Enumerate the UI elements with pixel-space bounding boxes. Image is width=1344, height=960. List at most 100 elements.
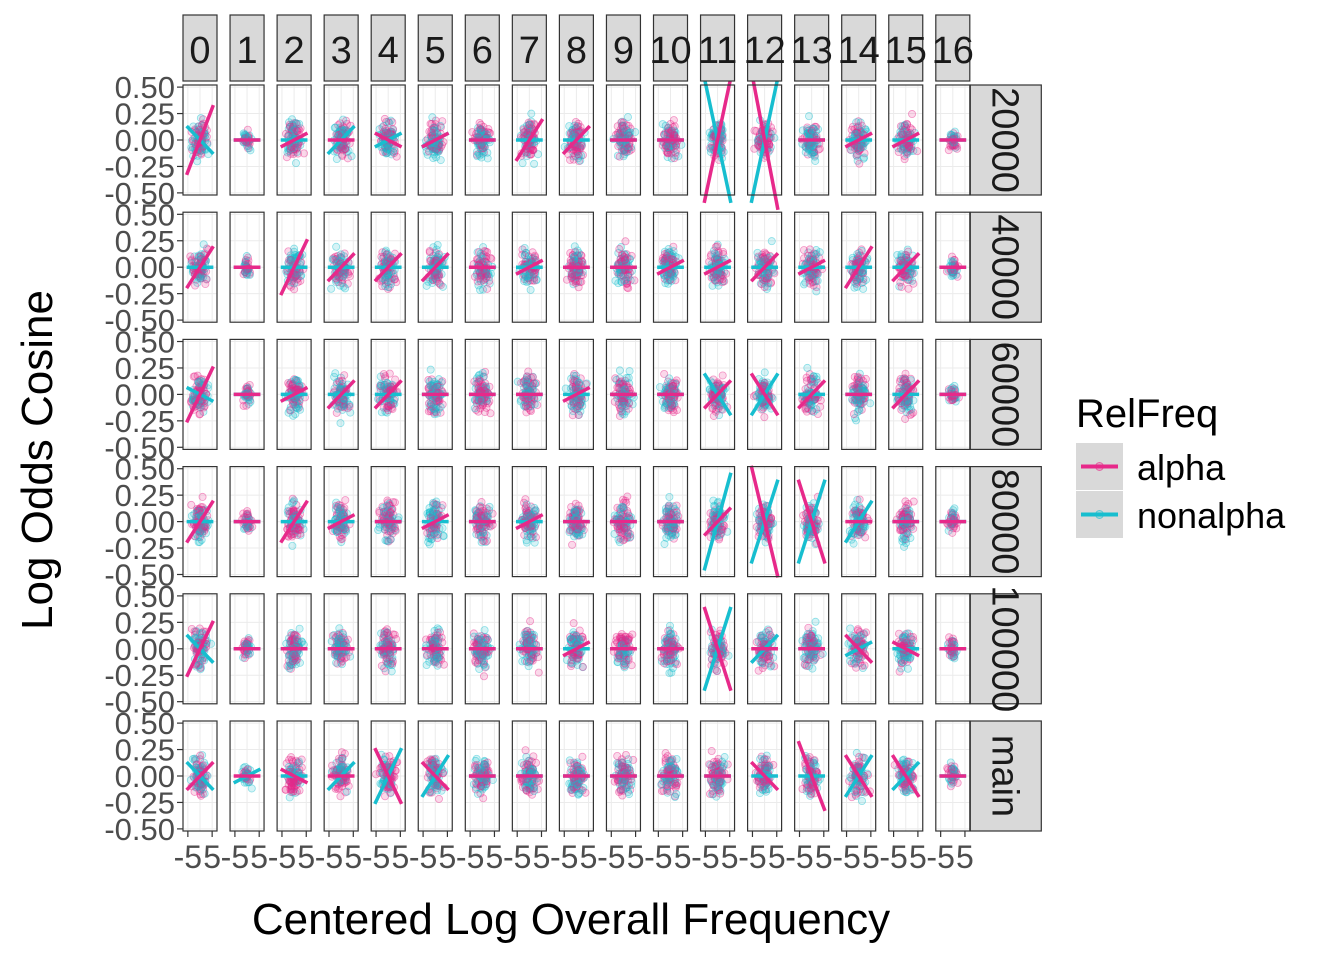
point-nonalpha [807, 400, 816, 409]
facet-panel [229, 211, 265, 323]
point-alpha [286, 256, 295, 265]
point-nonalpha [615, 366, 624, 375]
point-nonalpha [767, 237, 776, 246]
facet-panel [652, 211, 689, 323]
point-alpha [438, 377, 447, 386]
point-alpha [896, 122, 905, 131]
point-nonalpha [425, 377, 434, 386]
point-nonalpha [582, 379, 591, 388]
point-nonalpha [336, 250, 345, 259]
point-alpha [907, 409, 916, 418]
point-alpha [906, 124, 915, 133]
facet-panel [605, 338, 642, 450]
facet-panel [182, 466, 218, 578]
point-nonalpha [476, 396, 485, 405]
point-nonalpha [243, 142, 252, 151]
point-alpha [425, 246, 434, 255]
point-nonalpha [383, 144, 392, 153]
point-nonalpha [947, 257, 956, 266]
point-nonalpha [245, 144, 254, 153]
point-nonalpha [199, 240, 208, 249]
point-nonalpha [333, 404, 342, 413]
point-nonalpha [807, 270, 816, 279]
point-nonalpha [902, 150, 911, 159]
facet-panel [652, 338, 689, 450]
point-alpha [341, 144, 350, 153]
facet-panels [182, 69, 971, 832]
facet-panel [229, 84, 265, 196]
point-alpha [760, 413, 769, 422]
point-nonalpha [187, 136, 196, 145]
facet-panel [699, 211, 736, 323]
point-nonalpha [290, 247, 299, 256]
point-alpha [244, 144, 253, 153]
facet-panel [276, 466, 312, 578]
point-alpha [194, 122, 203, 131]
facet-panel [276, 211, 312, 323]
point-nonalpha [242, 252, 251, 261]
facet-panel [558, 338, 595, 450]
point-nonalpha [623, 113, 632, 122]
point-nonalpha [519, 272, 528, 281]
point-nonalpha [347, 152, 356, 161]
point-alpha [908, 110, 917, 119]
facet-panel [794, 211, 830, 323]
point-nonalpha [805, 112, 814, 121]
facet-panel [841, 84, 877, 196]
point-nonalpha [474, 281, 483, 290]
point-alpha [708, 404, 717, 413]
point-nonalpha [573, 246, 582, 255]
facet-panel [464, 211, 500, 323]
facet-panel [888, 211, 924, 323]
point-nonalpha [770, 133, 779, 142]
point-nonalpha [327, 284, 336, 293]
facet-panel [276, 338, 312, 450]
point-nonalpha [812, 249, 821, 258]
point-alpha [669, 116, 678, 125]
point-alpha [663, 128, 672, 137]
point-alpha [952, 142, 961, 151]
point-alpha [667, 255, 676, 264]
point-alpha [566, 258, 575, 267]
facet-panel [323, 84, 359, 196]
point-alpha [902, 378, 911, 387]
facet-panel [605, 84, 642, 196]
point-nonalpha [857, 246, 866, 255]
point-nonalpha [240, 130, 249, 139]
point-nonalpha [284, 124, 293, 133]
point-nonalpha [193, 256, 202, 265]
point-alpha [524, 403, 533, 412]
point-nonalpha [198, 145, 207, 154]
point-alpha [381, 124, 390, 133]
point-alpha [617, 250, 626, 259]
point-nonalpha [611, 276, 620, 285]
facet-panel [182, 338, 218, 450]
point-alpha [897, 256, 906, 265]
facet-panel [182, 211, 218, 323]
point-nonalpha [432, 245, 441, 254]
point-alpha [244, 141, 253, 150]
point-nonalpha [520, 243, 529, 252]
point-nonalpha [859, 284, 868, 293]
facet-panel [511, 84, 547, 196]
facet-panel [888, 84, 924, 196]
point-nonalpha [569, 400, 578, 409]
facet-panel [652, 84, 689, 196]
point-nonalpha [429, 126, 438, 135]
point-nonalpha [436, 403, 445, 412]
point-nonalpha [194, 122, 203, 131]
point-nonalpha [752, 392, 761, 401]
point-nonalpha [575, 378, 584, 387]
facet-panel [511, 338, 547, 450]
point-nonalpha [852, 151, 861, 160]
point-nonalpha [854, 405, 863, 414]
facet-panel [558, 211, 595, 323]
point-alpha [574, 150, 583, 159]
point-nonalpha [289, 497, 298, 506]
point-alpha [199, 403, 208, 412]
point-alpha [197, 150, 206, 159]
point-nonalpha [332, 242, 341, 251]
point-nonalpha [427, 399, 436, 408]
point-alpha [853, 372, 862, 381]
point-nonalpha [710, 249, 719, 258]
